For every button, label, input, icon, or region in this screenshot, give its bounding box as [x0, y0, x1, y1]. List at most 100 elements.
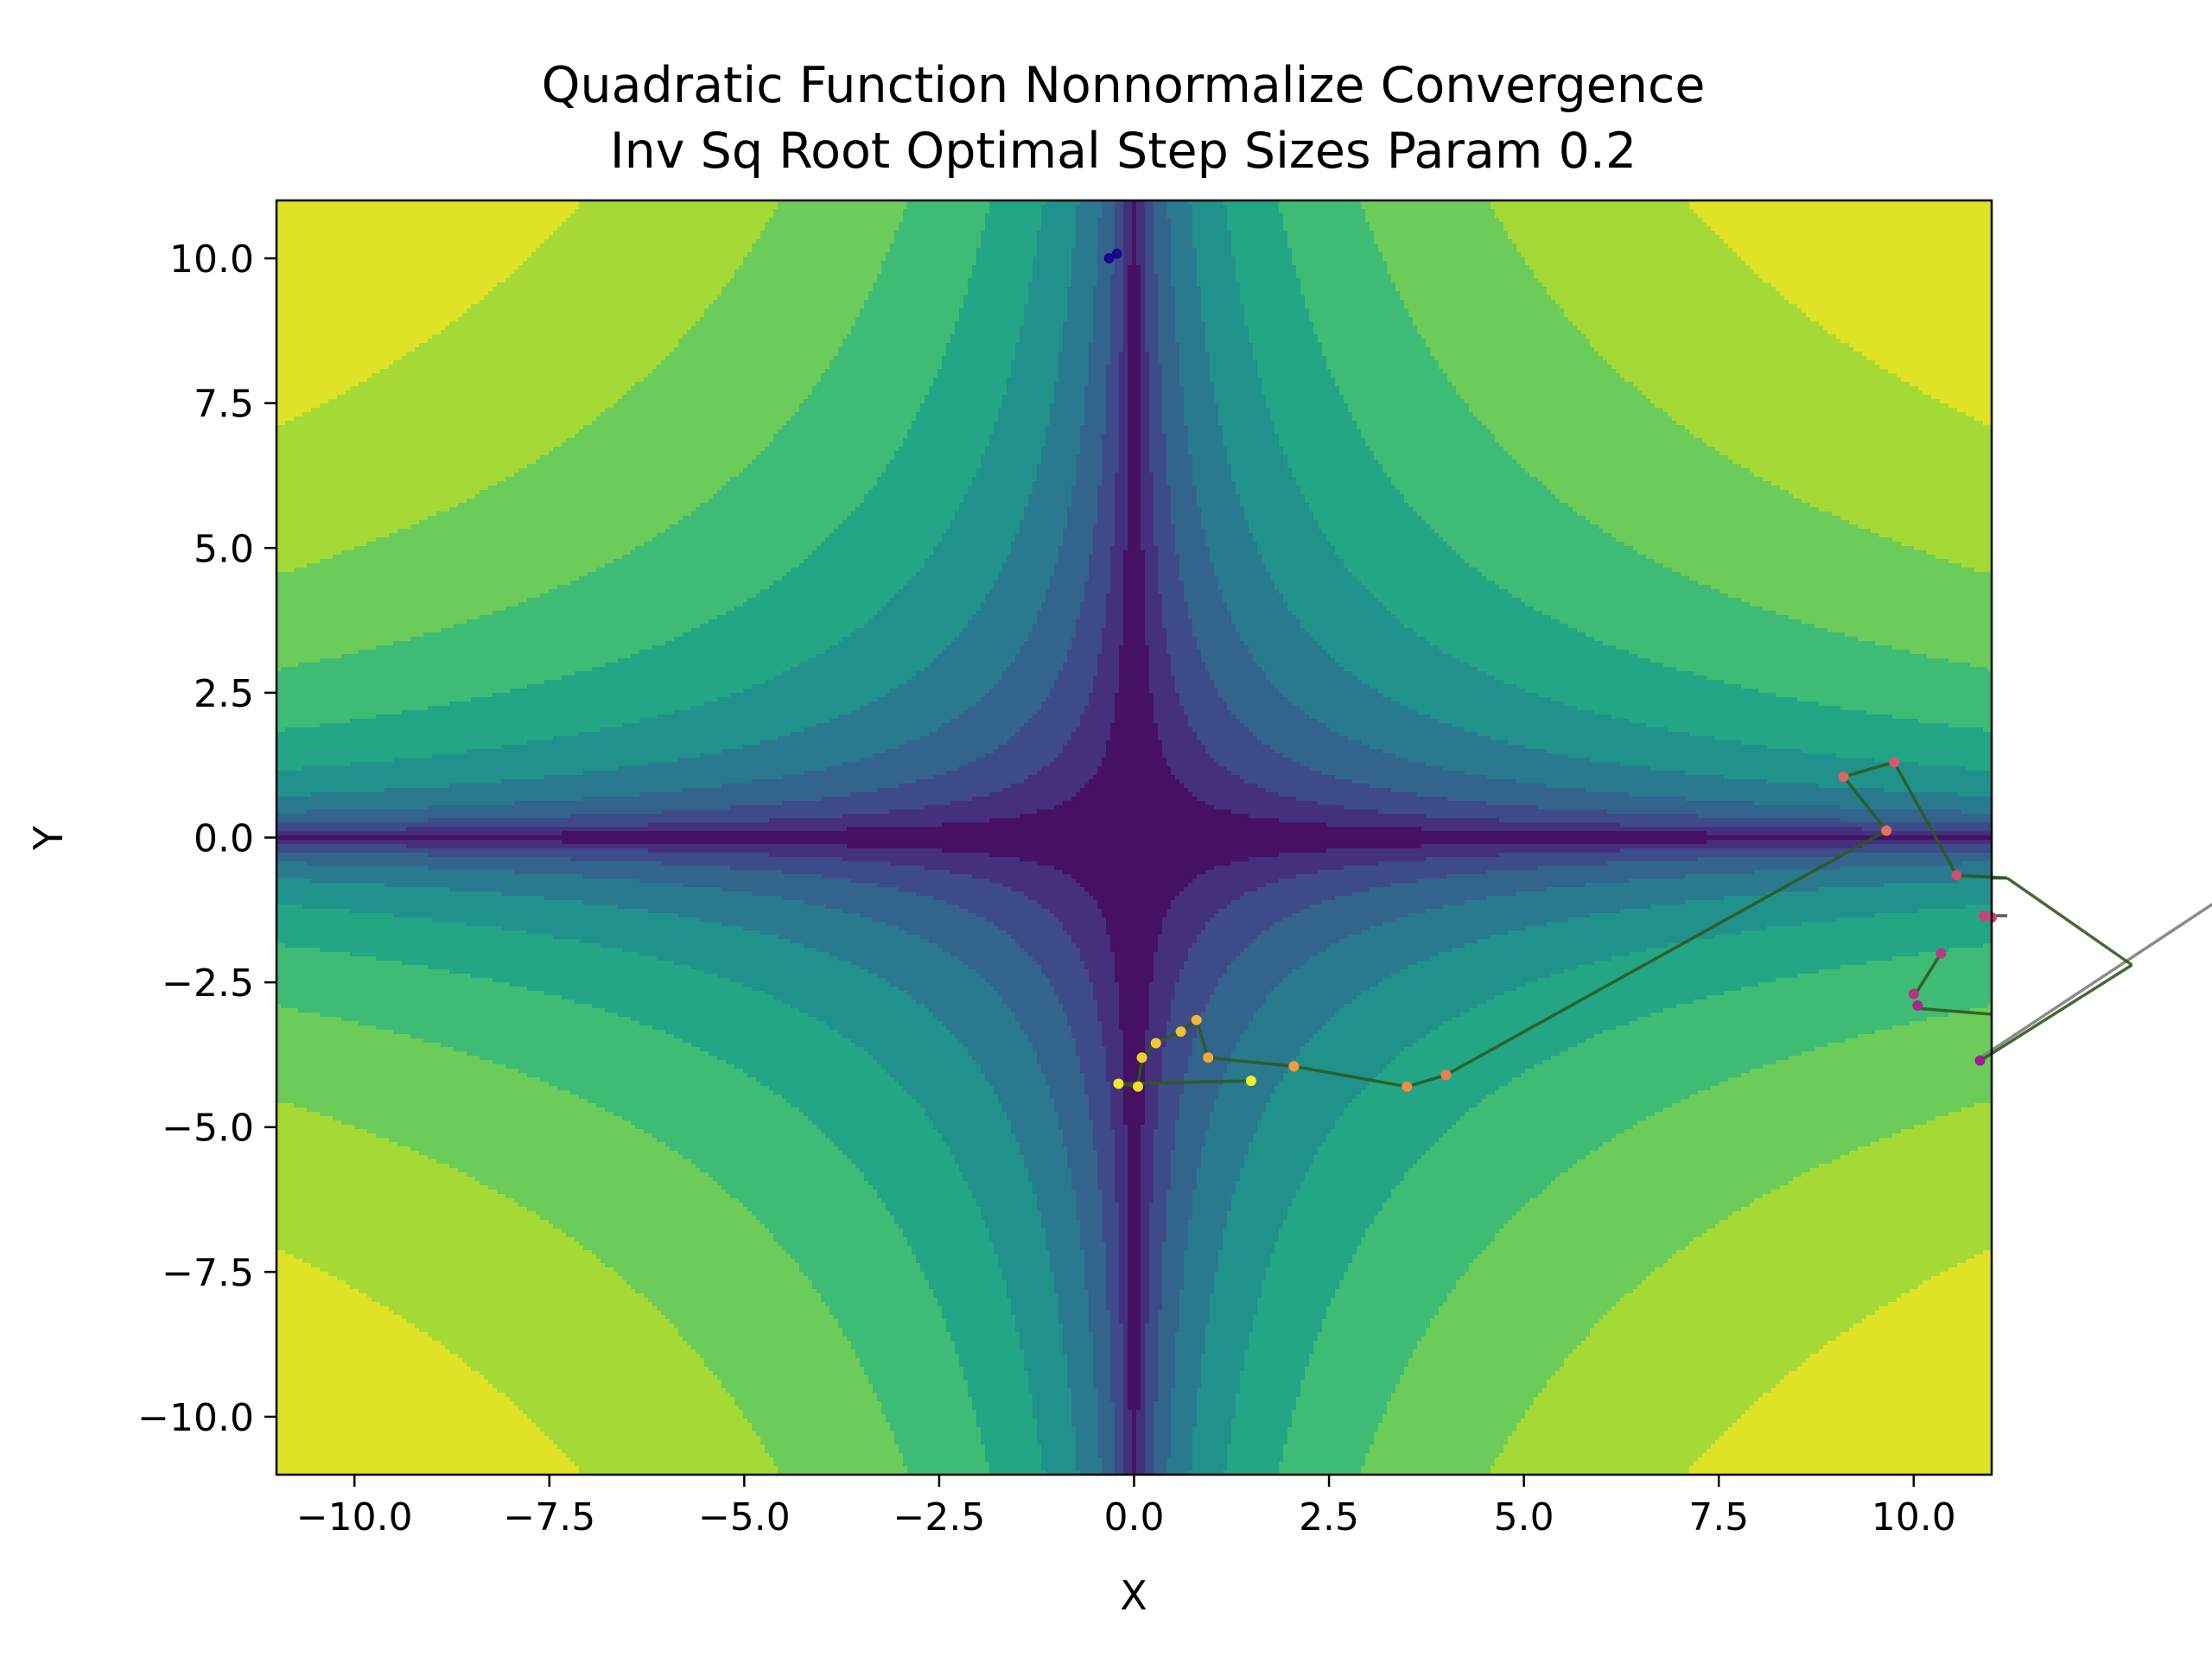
- contour-band-cell: [1020, 943, 1077, 949]
- contour-band-cell: [1011, 1129, 1064, 1134]
- contour-band-cell: [575, 1000, 783, 1005]
- contour-band-cell: [1283, 978, 1383, 983]
- contour-band-cell: [1460, 658, 1651, 663]
- contour-band-cell: [985, 447, 1042, 452]
- contour-band-cell: [1128, 291, 1141, 296]
- contour-band-cell: [1767, 926, 1992, 931]
- contour-band-cell: [1149, 1280, 1163, 1285]
- contour-band-cell: [1089, 779, 1180, 784]
- contour-band-cell: [1616, 645, 1893, 651]
- contour-band-cell: [1274, 684, 1370, 689]
- contour-band-cell: [1171, 1410, 1198, 1415]
- contour-band-cell: [1175, 537, 1206, 543]
- contour-band-cell: [1175, 1138, 1206, 1143]
- contour-band-cell: [1322, 1328, 1427, 1333]
- contour-band-cell: [1115, 719, 1154, 724]
- contour-band-cell: [1115, 978, 1154, 983]
- contour-band-cell: [1257, 1298, 1332, 1303]
- contour-band-cell: [1339, 390, 1457, 396]
- contour-band-cell: [1447, 1298, 1621, 1303]
- contour-band-cell: [713, 1177, 865, 1182]
- contour-band-cell: [976, 758, 1055, 763]
- contour-band-cell: [1529, 1198, 1755, 1203]
- contour-band-cell: [1132, 244, 1137, 249]
- contour-band-cell: [1037, 1431, 1077, 1437]
- contour-band-cell: [1024, 308, 1068, 314]
- contour-band-cell: [1482, 572, 1681, 577]
- contour-band-cell: [406, 1319, 671, 1324]
- contour-band-cell: [1054, 1280, 1085, 1285]
- contour-band-cell: [1110, 727, 1159, 733]
- contour-band-cell: [276, 511, 437, 517]
- contour-band-cell: [1322, 352, 1431, 357]
- contour-band-cell: [1715, 736, 1992, 741]
- contour-band-cell: [1063, 1332, 1094, 1337]
- contour-band-cell: [743, 982, 891, 987]
- contour-band-cell: [1715, 935, 1992, 940]
- contour-band-cell: [1240, 896, 1336, 901]
- contour-band-cell: [1028, 295, 1068, 301]
- contour-band-cell: [1348, 935, 1491, 940]
- contour-band-cell: [1141, 330, 1146, 335]
- contour-band-cell: [493, 978, 731, 983]
- contour-band-cell: [1283, 1077, 1375, 1082]
- contour-band-cell: [1145, 343, 1159, 348]
- contour-band-cell: [527, 930, 761, 936]
- contour-band-cell: [276, 481, 498, 486]
- contour-band-cell: [1370, 222, 1504, 227]
- contour-band-cell: [1305, 498, 1405, 504]
- contour-band-cell: [998, 412, 1051, 417]
- contour-band-cell: [1197, 1177, 1241, 1182]
- contour-band-cell: [1128, 282, 1141, 288]
- contour-band-cell: [1819, 321, 1992, 327]
- contour-band-cell: [950, 524, 1020, 530]
- contour-band-cell: [981, 1069, 1042, 1074]
- contour-band-cell: [860, 965, 969, 970]
- contour-band-cell: [1175, 1358, 1202, 1363]
- contour-band-cell: [276, 300, 480, 305]
- contour-band-cell: [1076, 1203, 1103, 1208]
- contour-band-cell: [1128, 270, 1141, 275]
- contour-band-cell: [1063, 1129, 1094, 1134]
- contour-band-cell: [1214, 866, 1344, 871]
- contour-band-cell: [579, 732, 791, 737]
- contour-band-cell: [773, 213, 904, 219]
- contour-band-cell: [1080, 1237, 1103, 1242]
- contour-band-cell: [972, 797, 1072, 802]
- contour-band-cell: [976, 1203, 1038, 1208]
- contour-band-cell: [1218, 421, 1275, 426]
- contour-band-cell: [1110, 546, 1128, 551]
- contour-band-cell: [652, 1133, 826, 1139]
- contour-band-cell: [1361, 991, 1504, 996]
- contour-band-cell: [1184, 710, 1232, 715]
- contour-band-cell: [1274, 1086, 1366, 1091]
- contour-band-cell: [752, 1427, 891, 1432]
- contour-band-cell: [1115, 257, 1124, 262]
- contour-band-cell: [1145, 624, 1163, 629]
- contour-band-cell: [1357, 425, 1487, 430]
- contour-band-cell: [1512, 455, 1729, 460]
- contour-band-cell: [959, 1354, 1025, 1359]
- contour-band-cell: [1469, 663, 1664, 668]
- contour-band-cell: [808, 1012, 934, 1018]
- contour-band-cell: [1184, 412, 1219, 417]
- contour-band-cell: [1119, 1224, 1128, 1229]
- contour-band-cell: [1024, 317, 1068, 322]
- contour-band-cell: [294, 568, 597, 573]
- contour-band-cell: [1136, 1431, 1146, 1437]
- contour-band-cell: [1948, 948, 1992, 953]
- contour-band-cell: [1650, 658, 1949, 663]
- contour-band-cell: [946, 1328, 1016, 1333]
- contour-band-cell: [1910, 382, 1992, 387]
- contour-band-cell: [1931, 395, 1992, 400]
- contour-band-cell: [1145, 1030, 1167, 1035]
- contour-band-cell: [1646, 395, 1932, 400]
- contour-band-cell: [933, 546, 1012, 551]
- contour-band-cell: [1097, 1012, 1120, 1018]
- contour-band-cell: [540, 244, 753, 249]
- contour-band-cell: [1020, 520, 1068, 525]
- contour-band-cell: [276, 589, 550, 594]
- contour-band-cell: [1300, 278, 1392, 283]
- contour-band-cell: [1141, 511, 1154, 517]
- contour-band-cell: [963, 494, 1029, 499]
